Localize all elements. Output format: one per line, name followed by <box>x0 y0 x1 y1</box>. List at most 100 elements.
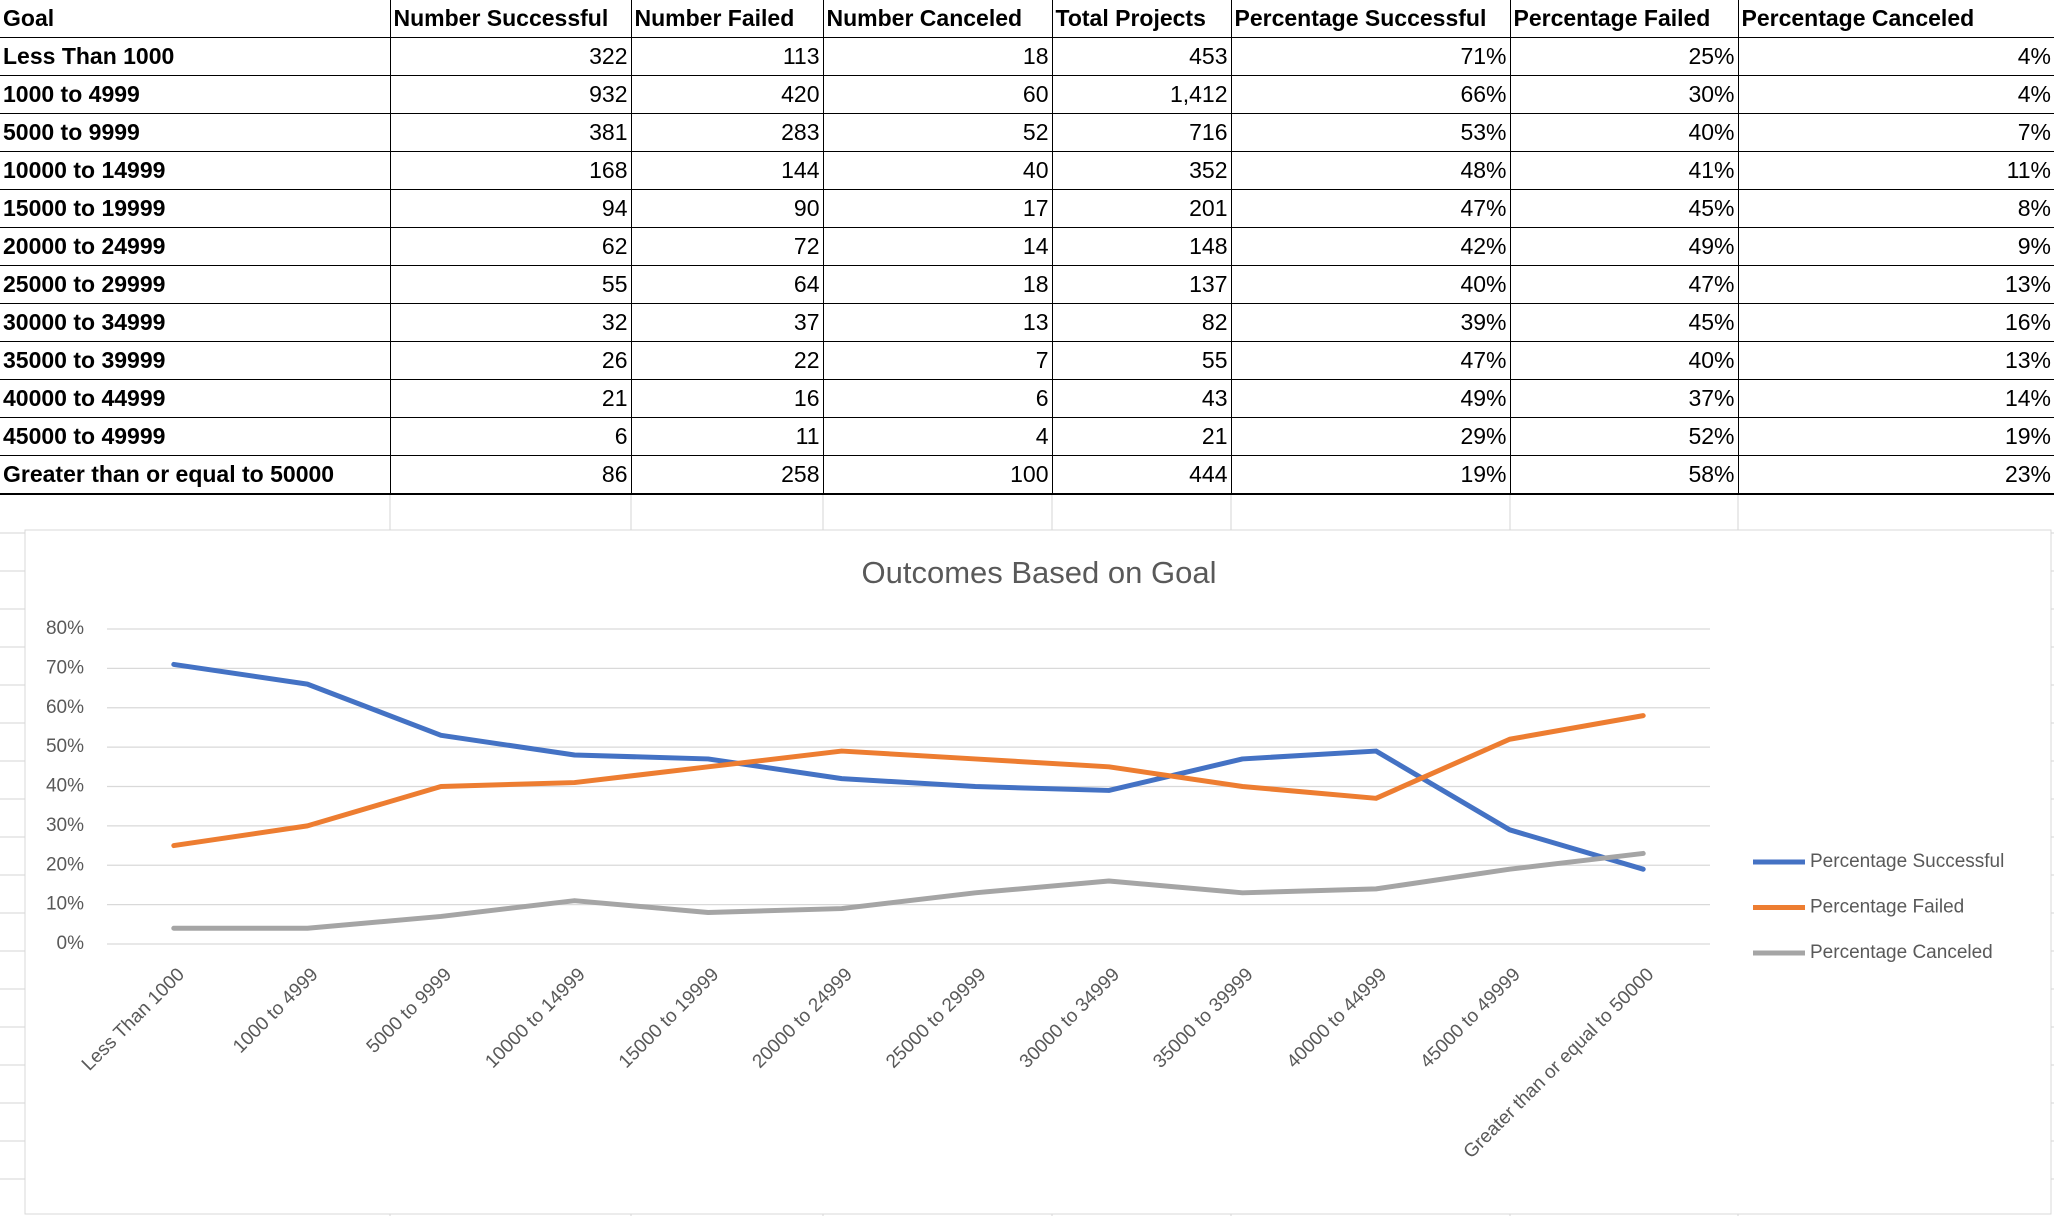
table-cell: 23% <box>1737 455 2054 495</box>
table-cell: 40000 to 44999 <box>0 379 391 418</box>
table-cell: 35000 to 39999 <box>0 341 391 380</box>
table-cell: 6 <box>389 417 632 456</box>
table-cell: 71% <box>1230 37 1511 76</box>
table-cell: 11 <box>630 417 824 456</box>
table-row: Goal Number Successful Number Failed Number… <box>0 0 2054 38</box>
y-tick-label: 60% <box>46 697 84 718</box>
table-row: 20000 to 24999 62 72 14 148 42% 49% 9% <box>0 227 2054 266</box>
table-cell: 40% <box>1509 113 1739 152</box>
table-cell: 5000 to 9999 <box>0 113 391 152</box>
table-cell: 4% <box>1737 75 2054 114</box>
header-cell: Number Successful <box>389 0 632 38</box>
series-line <box>171 850 1646 931</box>
table-cell: 14% <box>1737 379 2054 418</box>
table-cell: 352 <box>1051 151 1232 190</box>
y-tick-label: 30% <box>46 815 84 836</box>
y-tick-label: 10% <box>46 894 84 915</box>
table-cell: 52 <box>822 113 1053 152</box>
legend-label: Percentage Successful <box>1810 851 2004 872</box>
y-tick-label: 70% <box>46 657 84 678</box>
table-cell: 283 <box>630 113 824 152</box>
table-cell: 9% <box>1737 227 2054 266</box>
table-cell: 18 <box>822 37 1053 76</box>
table-cell: 64 <box>630 265 824 304</box>
table-cell: 30000 to 34999 <box>0 303 391 342</box>
table-row: Less Than 1000 322 113 18 453 71% 25% 4% <box>0 37 2054 76</box>
table-cell: 4 <box>822 417 1053 456</box>
table-cell: 258 <box>630 455 824 495</box>
series-line <box>171 661 1646 872</box>
table-row: Greater than or equal to 50000 86 258 100 44… <box>0 455 2054 495</box>
series-line <box>171 713 1646 849</box>
table-cell: 6 <box>822 379 1053 418</box>
table-row: 5000 to 9999 381 283 52 716 53% 40% 7% <box>0 113 2054 152</box>
chart-area <box>24 529 2052 1215</box>
table-cell: 86 <box>389 455 632 495</box>
table-cell: 100 <box>822 455 1053 495</box>
y-tick-label: 80% <box>46 618 84 639</box>
table-cell: 40% <box>1230 265 1511 304</box>
y-tick-label: 0% <box>57 933 85 954</box>
table-cell: 49% <box>1230 379 1511 418</box>
table-cell: 48% <box>1230 151 1511 190</box>
table-cell: 45% <box>1509 189 1739 228</box>
table-cell: 322 <box>389 37 632 76</box>
table-cell: 10000 to 14999 <box>0 151 391 190</box>
table-cell: 29% <box>1230 417 1511 456</box>
header-cell: Percentage Successful <box>1230 0 1511 38</box>
data-table: Goal Number Successful Number Failed Number… <box>0 0 2054 495</box>
table-row: 40000 to 44999 21 16 6 43 49% 37% 14% <box>0 379 2054 418</box>
table-cell: 18 <box>822 265 1053 304</box>
table-cell: 14 <box>822 227 1053 266</box>
table-cell: 47% <box>1509 265 1739 304</box>
table-cell: 53% <box>1230 113 1511 152</box>
table-cell: 453 <box>1051 37 1232 76</box>
header-cell: Goal <box>0 0 391 38</box>
y-tick-label: 20% <box>46 854 84 875</box>
table-cell: 4% <box>1737 37 2054 76</box>
table-cell: 21 <box>1051 417 1232 456</box>
table-cell: 716 <box>1051 113 1232 152</box>
table-cell: 82 <box>1051 303 1232 342</box>
table-cell: 94 <box>389 189 632 228</box>
table-cell: 168 <box>389 151 632 190</box>
header-cell: Total Projects <box>1051 0 1232 38</box>
table-cell: 22 <box>630 341 824 380</box>
table-cell: 37% <box>1509 379 1739 418</box>
table-cell: 16 <box>630 379 824 418</box>
table-cell: 420 <box>630 75 824 114</box>
table-cell: 137 <box>1051 265 1232 304</box>
table-cell: 58% <box>1509 455 1739 495</box>
table-cell: 19% <box>1230 455 1511 495</box>
table-cell: 13% <box>1737 341 2054 380</box>
table-cell: 66% <box>1230 75 1511 114</box>
legend-label: Percentage Failed <box>1810 897 1964 918</box>
table-cell: 19% <box>1737 417 2054 456</box>
table-row: 30000 to 34999 32 37 13 82 39% 45% 16% <box>0 303 2054 342</box>
table-cell: 62 <box>389 227 632 266</box>
table-cell: 32 <box>389 303 632 342</box>
table-cell: 932 <box>389 75 632 114</box>
legend-label: Percentage Canceled <box>1810 942 1993 963</box>
header-cell: Number Canceled <box>822 0 1053 38</box>
table-cell: 25% <box>1509 37 1739 76</box>
table-row: 45000 to 49999 6 11 4 21 29% 52% 19% <box>0 417 2054 456</box>
table-cell: 60 <box>822 75 1053 114</box>
table-cell: 72 <box>630 227 824 266</box>
table-cell: 11% <box>1737 151 2054 190</box>
y-tick-label: 40% <box>46 776 84 797</box>
header-cell: Number Failed <box>630 0 824 38</box>
table-cell: 42% <box>1230 227 1511 266</box>
table-cell: 37 <box>630 303 824 342</box>
table-cell: 47% <box>1230 341 1511 380</box>
table-cell: 15000 to 19999 <box>0 189 391 228</box>
table-cell: 201 <box>1051 189 1232 228</box>
table-cell: 113 <box>630 37 824 76</box>
y-tick-label: 50% <box>46 736 84 757</box>
table-cell: 444 <box>1051 455 1232 495</box>
table-cell: 52% <box>1509 417 1739 456</box>
table-cell: 381 <box>389 113 632 152</box>
table-cell: 7% <box>1737 113 2054 152</box>
